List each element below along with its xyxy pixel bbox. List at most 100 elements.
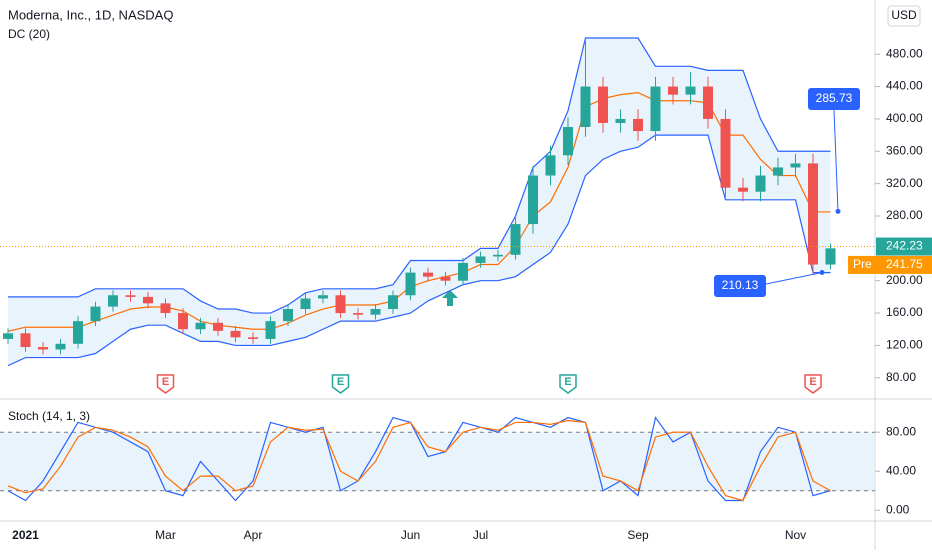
callout-point	[819, 270, 825, 276]
candle-body	[423, 272, 433, 277]
channel-line	[8, 37, 831, 314]
earnings-marker	[331, 374, 350, 394]
earnings-label: E	[337, 376, 344, 388]
callout-box	[714, 275, 766, 297]
y-tick-label: 80.00	[886, 424, 916, 438]
candle-body	[720, 118, 731, 188]
y-tick-label: 320.00	[886, 176, 923, 190]
earnings-marker	[804, 374, 822, 394]
y-tick-label: 200.00	[886, 273, 923, 287]
candle-body	[230, 330, 241, 338]
y-tick-label: 80.00	[886, 370, 916, 384]
candle-body	[598, 86, 608, 123]
callout-label: 285.73	[816, 91, 853, 105]
stoch-title: Stoch (14, 1, 3)	[8, 409, 90, 423]
candle-body	[510, 224, 521, 255]
candle-body	[370, 309, 381, 315]
x-tick-label: Nov	[785, 528, 806, 542]
channel-line	[7, 134, 831, 367]
candle-body	[615, 118, 626, 123]
candle-body	[73, 321, 83, 344]
candle-body	[440, 276, 451, 281]
stoch-line	[7, 416, 831, 502]
candle-body	[20, 333, 31, 348]
candle-body	[405, 272, 416, 296]
band-fill	[0, 432, 875, 491]
signal-arrow	[442, 290, 458, 306]
callout-line	[833, 109, 839, 212]
pre-price: 241.75	[886, 257, 923, 271]
y-tick-label: 40.00	[886, 463, 916, 477]
x-tick-label: Mar	[155, 528, 176, 542]
x-tick-label: 2021	[12, 528, 39, 542]
earnings-label: E	[162, 376, 169, 388]
candle-body	[825, 248, 836, 265]
indicator-label: DC (20)	[8, 27, 50, 41]
callout-point	[835, 208, 841, 214]
candle-body	[493, 254, 503, 257]
candle-body	[195, 322, 206, 330]
chart-title: Moderna, Inc., 1D, NASDAQ	[8, 7, 173, 22]
candle-body	[388, 295, 398, 310]
y-tick-label: 440.00	[886, 79, 923, 93]
y-tick-label: 400.00	[886, 111, 923, 125]
candle-body	[283, 309, 293, 322]
candle-body	[178, 313, 188, 330]
candle-body	[475, 256, 486, 263]
candle-body	[563, 127, 573, 156]
candle-body	[108, 295, 118, 307]
earnings-label: E	[809, 376, 816, 388]
x-tick-label: Apr	[244, 528, 263, 542]
y-tick-label: 0.00	[886, 502, 910, 516]
candle-body	[773, 167, 783, 176]
candle-body	[668, 86, 678, 95]
candle-body	[38, 347, 48, 350]
earnings-marker	[156, 374, 175, 394]
pre-label: Pre	[853, 257, 872, 271]
currency: USD	[891, 8, 917, 22]
callout-label: 210.13	[722, 278, 759, 292]
y-tick-label: 280.00	[886, 208, 923, 222]
candle-body	[755, 175, 766, 192]
candle-body	[650, 86, 661, 132]
callout-line	[765, 272, 823, 285]
candle-body	[265, 321, 276, 339]
candle-body	[90, 306, 101, 322]
candle-body	[248, 337, 258, 339]
x-tick-label: Jun	[401, 528, 420, 542]
candle-body	[790, 163, 801, 168]
candle-body	[3, 333, 13, 339]
candle-body	[633, 118, 643, 132]
last-price-box	[876, 237, 932, 256]
candle-body	[353, 313, 363, 315]
currency-box[interactable]	[887, 5, 921, 27]
candle-body	[808, 163, 818, 265]
y-tick-label: 360.00	[886, 143, 923, 157]
y-tick-label: 160.00	[886, 305, 923, 319]
candle-body	[528, 175, 538, 225]
candle-body	[55, 343, 66, 350]
x-tick-label: Jul	[473, 528, 488, 542]
candle-body	[335, 295, 346, 314]
candle-body	[300, 298, 311, 310]
candle-body	[213, 322, 223, 331]
stoch-line	[7, 419, 831, 502]
candle-body	[738, 187, 748, 192]
candle-body	[318, 295, 328, 299]
last-price: 242.23	[886, 239, 923, 253]
earnings-label: E	[564, 376, 571, 388]
candle-body	[545, 155, 556, 176]
y-tick-label: 480.00	[886, 46, 923, 60]
candle-body	[143, 296, 153, 304]
candle-body	[160, 303, 171, 314]
callout-box	[808, 88, 860, 110]
candle-body	[580, 86, 591, 128]
channel-line	[7, 92, 831, 332]
candle-body	[703, 86, 713, 119]
pre-box	[848, 255, 932, 274]
x-tick-label: Sep	[627, 528, 649, 542]
earnings-marker	[559, 374, 577, 394]
y-tick-label: 120.00	[886, 338, 923, 352]
candle-body	[458, 262, 468, 281]
